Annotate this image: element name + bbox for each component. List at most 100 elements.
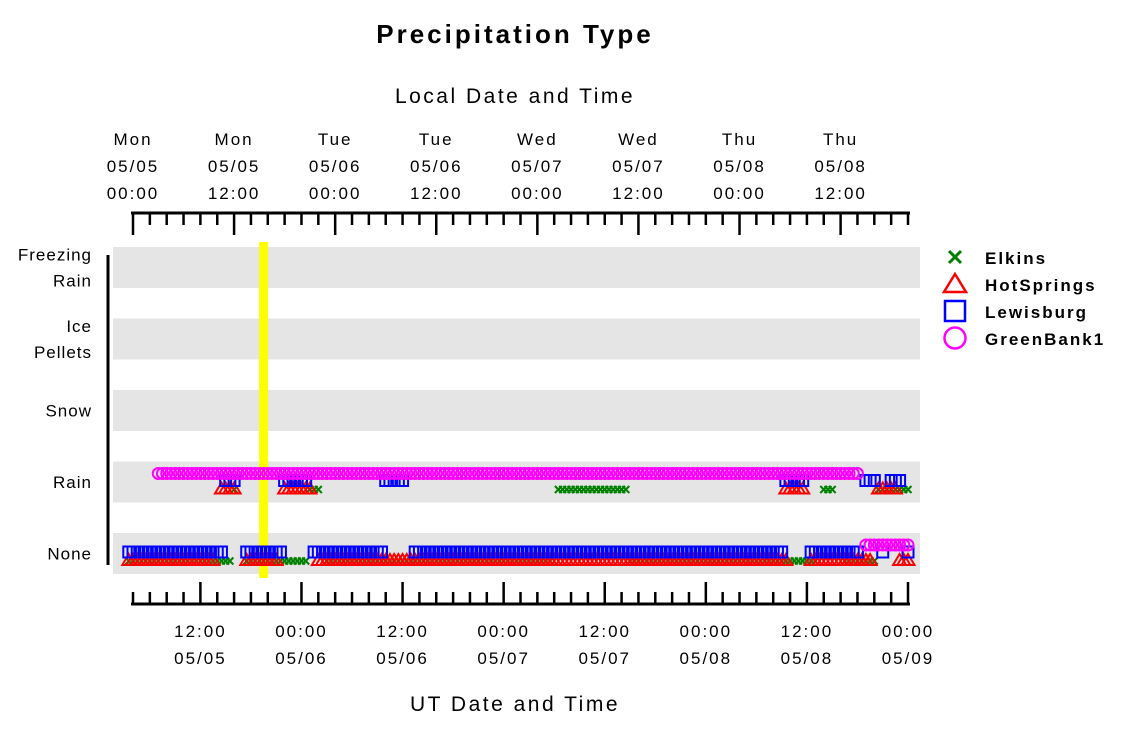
bottom-tick-label: 00:00 [477,622,530,641]
top-tick-label: 12:00 [410,184,463,203]
data-point [796,467,810,480]
data-point [307,467,321,480]
data-point [290,467,304,480]
data-point [777,552,795,566]
data-point [375,545,389,559]
data-point [303,467,317,480]
legend-label: HotSprings [985,276,1097,295]
data-point [899,552,917,566]
top-tick-label: 12:00 [814,184,867,203]
bottom-tick-label: 00:00 [275,622,328,641]
data-point [417,467,431,480]
data-point [349,467,363,480]
data-point [627,467,641,480]
data-point [547,467,561,480]
data-point [177,467,191,480]
data-point [695,467,709,480]
top-tick-label: Mon [113,130,152,149]
data-point [265,467,279,480]
data-point [206,467,220,480]
data-point [301,556,310,566]
data-point [269,467,283,480]
data-point [623,467,637,480]
data-point [223,467,237,480]
data-point [387,467,401,480]
data-point [893,538,907,552]
data-point [817,467,831,480]
data-point [204,552,222,566]
data-point [880,538,894,552]
data-point [678,467,692,480]
data-point [838,467,852,480]
top-tick-label: 05/05 [107,157,160,176]
data-point [842,467,856,480]
bottom-tick-label: 05/08 [680,649,733,668]
bottom-tick-label: 12:00 [174,622,227,641]
data-point [648,467,662,480]
data-point [657,467,671,480]
data-point [160,467,174,480]
data-point [539,467,553,480]
data-point [813,467,827,480]
data-point [509,467,523,480]
data-point [358,467,372,480]
data-point [652,467,666,480]
data-point [518,467,532,480]
data-point [887,480,904,495]
legend-marker [943,299,967,323]
data-point [311,467,325,480]
data-point [669,467,683,480]
data-point [257,467,271,480]
data-point [686,467,700,480]
data-point [383,467,397,480]
data-point [455,467,469,480]
data-point [737,467,751,480]
data-point [408,467,422,480]
data-point [421,467,435,480]
data-point [808,467,822,480]
category-label: Pellets [34,343,92,362]
data-point [884,538,898,552]
data-point [210,467,224,480]
category-labels: Freezing Rain Ice Pellets Snow Rain None [18,246,92,564]
data-point [690,467,704,480]
data-point [741,467,755,480]
bottom-tick-label: 05/05 [174,649,227,668]
data-point [754,467,768,480]
data-point [337,467,351,480]
data-point [404,467,418,480]
category-bands [113,247,920,574]
data-point [699,467,713,480]
band-0 [113,247,920,288]
data-point [526,467,540,480]
data-point [214,545,228,559]
top-tick-label: 00:00 [107,184,160,203]
data-point [535,467,549,480]
current-time-marker [259,242,269,578]
data-point [492,467,506,480]
data-point [476,467,490,480]
data-point [497,467,511,480]
data-point [800,467,814,480]
data-point [720,467,734,480]
data-point [514,467,527,480]
top-tick-label: Tue [419,130,454,149]
data-point [775,545,789,559]
band-1 [113,318,920,360]
data-point [796,474,810,487]
data-point [353,467,367,480]
series-lewisburg [122,474,915,559]
bottom-tick-label: 00:00 [680,622,733,641]
data-point [827,485,837,494]
data-point [341,467,355,480]
data-point [644,467,658,480]
data-point [155,467,169,480]
data-point [766,467,780,480]
data-point [278,467,292,480]
data-point [231,467,245,480]
data-point [151,467,165,480]
top-tick-label: Thu [823,130,858,149]
data-point [450,467,464,480]
data-point [164,467,178,480]
data-point [621,485,631,494]
